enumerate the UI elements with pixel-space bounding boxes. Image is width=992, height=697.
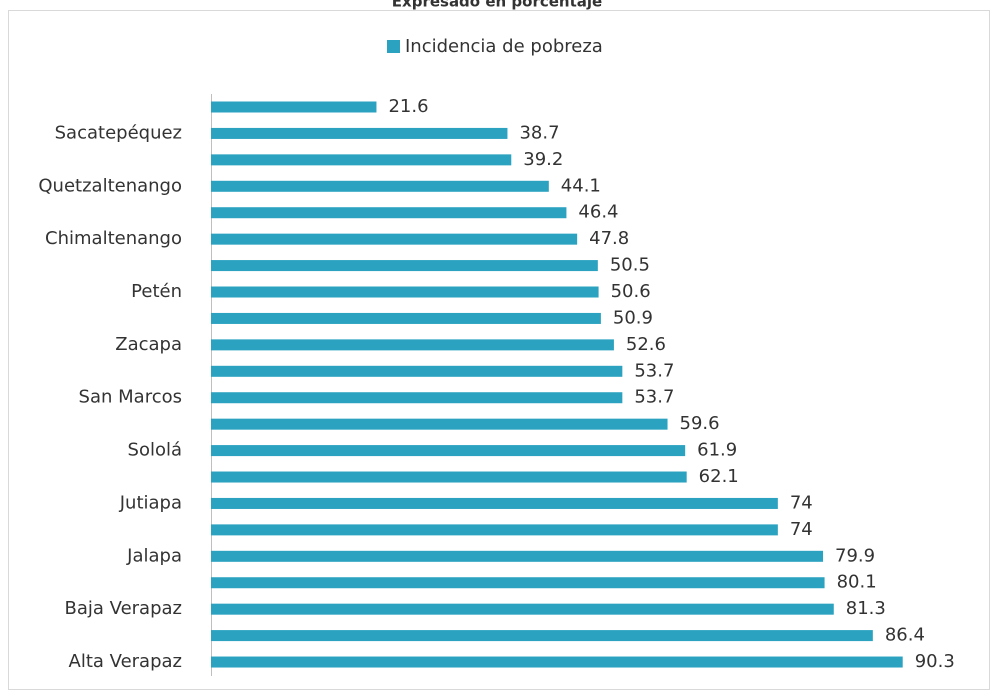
value-label: 62.1	[699, 466, 739, 487]
y-tick-label: Jutiapa	[119, 492, 182, 513]
bar	[211, 445, 686, 457]
value-label: 61.9	[697, 440, 737, 461]
bar	[211, 312, 601, 324]
y-tick-label: Petén	[131, 281, 182, 302]
bar	[211, 127, 508, 139]
legend-label: Incidencia de pobreza	[405, 36, 603, 57]
bar	[211, 630, 873, 642]
value-label: 50.5	[610, 255, 650, 276]
value-label: 86.4	[885, 625, 925, 646]
y-tick-label: Chimaltenango	[45, 228, 182, 249]
bar	[211, 180, 549, 192]
y-tick-label: Baja Verapaz	[65, 598, 182, 619]
bar	[211, 418, 668, 430]
bar	[211, 286, 599, 298]
bar	[211, 207, 567, 219]
y-tick-label: Sololá	[128, 440, 182, 461]
bar	[211, 154, 512, 166]
value-label: 38.7	[519, 122, 559, 143]
value-label: 80.1	[837, 572, 877, 593]
bar	[211, 260, 598, 272]
bar	[211, 550, 824, 562]
chart-title: Expresado en porcentaje	[392, 0, 602, 11]
bar	[211, 233, 578, 245]
bar	[211, 392, 623, 404]
bar	[211, 365, 623, 377]
y-tick-label: Sacatepéquez	[55, 122, 182, 143]
bar	[211, 577, 825, 589]
value-label: 44.1	[561, 175, 601, 196]
y-tick-label: Quetzaltenango	[38, 175, 182, 196]
y-tick-label: Jalapa	[126, 545, 182, 566]
bar	[211, 656, 903, 668]
value-label: 50.9	[613, 307, 653, 328]
chart-frame	[8, 10, 990, 690]
value-label: 53.7	[634, 360, 674, 381]
y-tick-label: San Marcos	[79, 387, 182, 408]
value-label: 52.6	[626, 334, 666, 355]
value-label: 74	[790, 492, 813, 513]
value-label: 21.6	[388, 96, 428, 117]
value-label: 46.4	[578, 202, 618, 223]
value-label: 53.7	[634, 387, 674, 408]
bar	[211, 497, 778, 509]
value-label: 81.3	[846, 598, 886, 619]
bar	[211, 603, 834, 615]
y-tick-label: Alta Verapaz	[69, 651, 182, 672]
bar	[211, 101, 377, 113]
legend-swatch	[387, 40, 400, 53]
value-label: 50.6	[611, 281, 651, 302]
value-label: 90.3	[915, 651, 955, 672]
y-tick-label: Zacapa	[115, 334, 182, 355]
value-label: 47.8	[589, 228, 629, 249]
bar	[211, 339, 614, 351]
value-label: 79.9	[835, 545, 875, 566]
bar	[211, 471, 687, 483]
value-label: 74	[790, 519, 813, 540]
bar	[211, 524, 778, 536]
value-label: 39.2	[523, 149, 563, 170]
value-label: 59.6	[680, 413, 720, 434]
